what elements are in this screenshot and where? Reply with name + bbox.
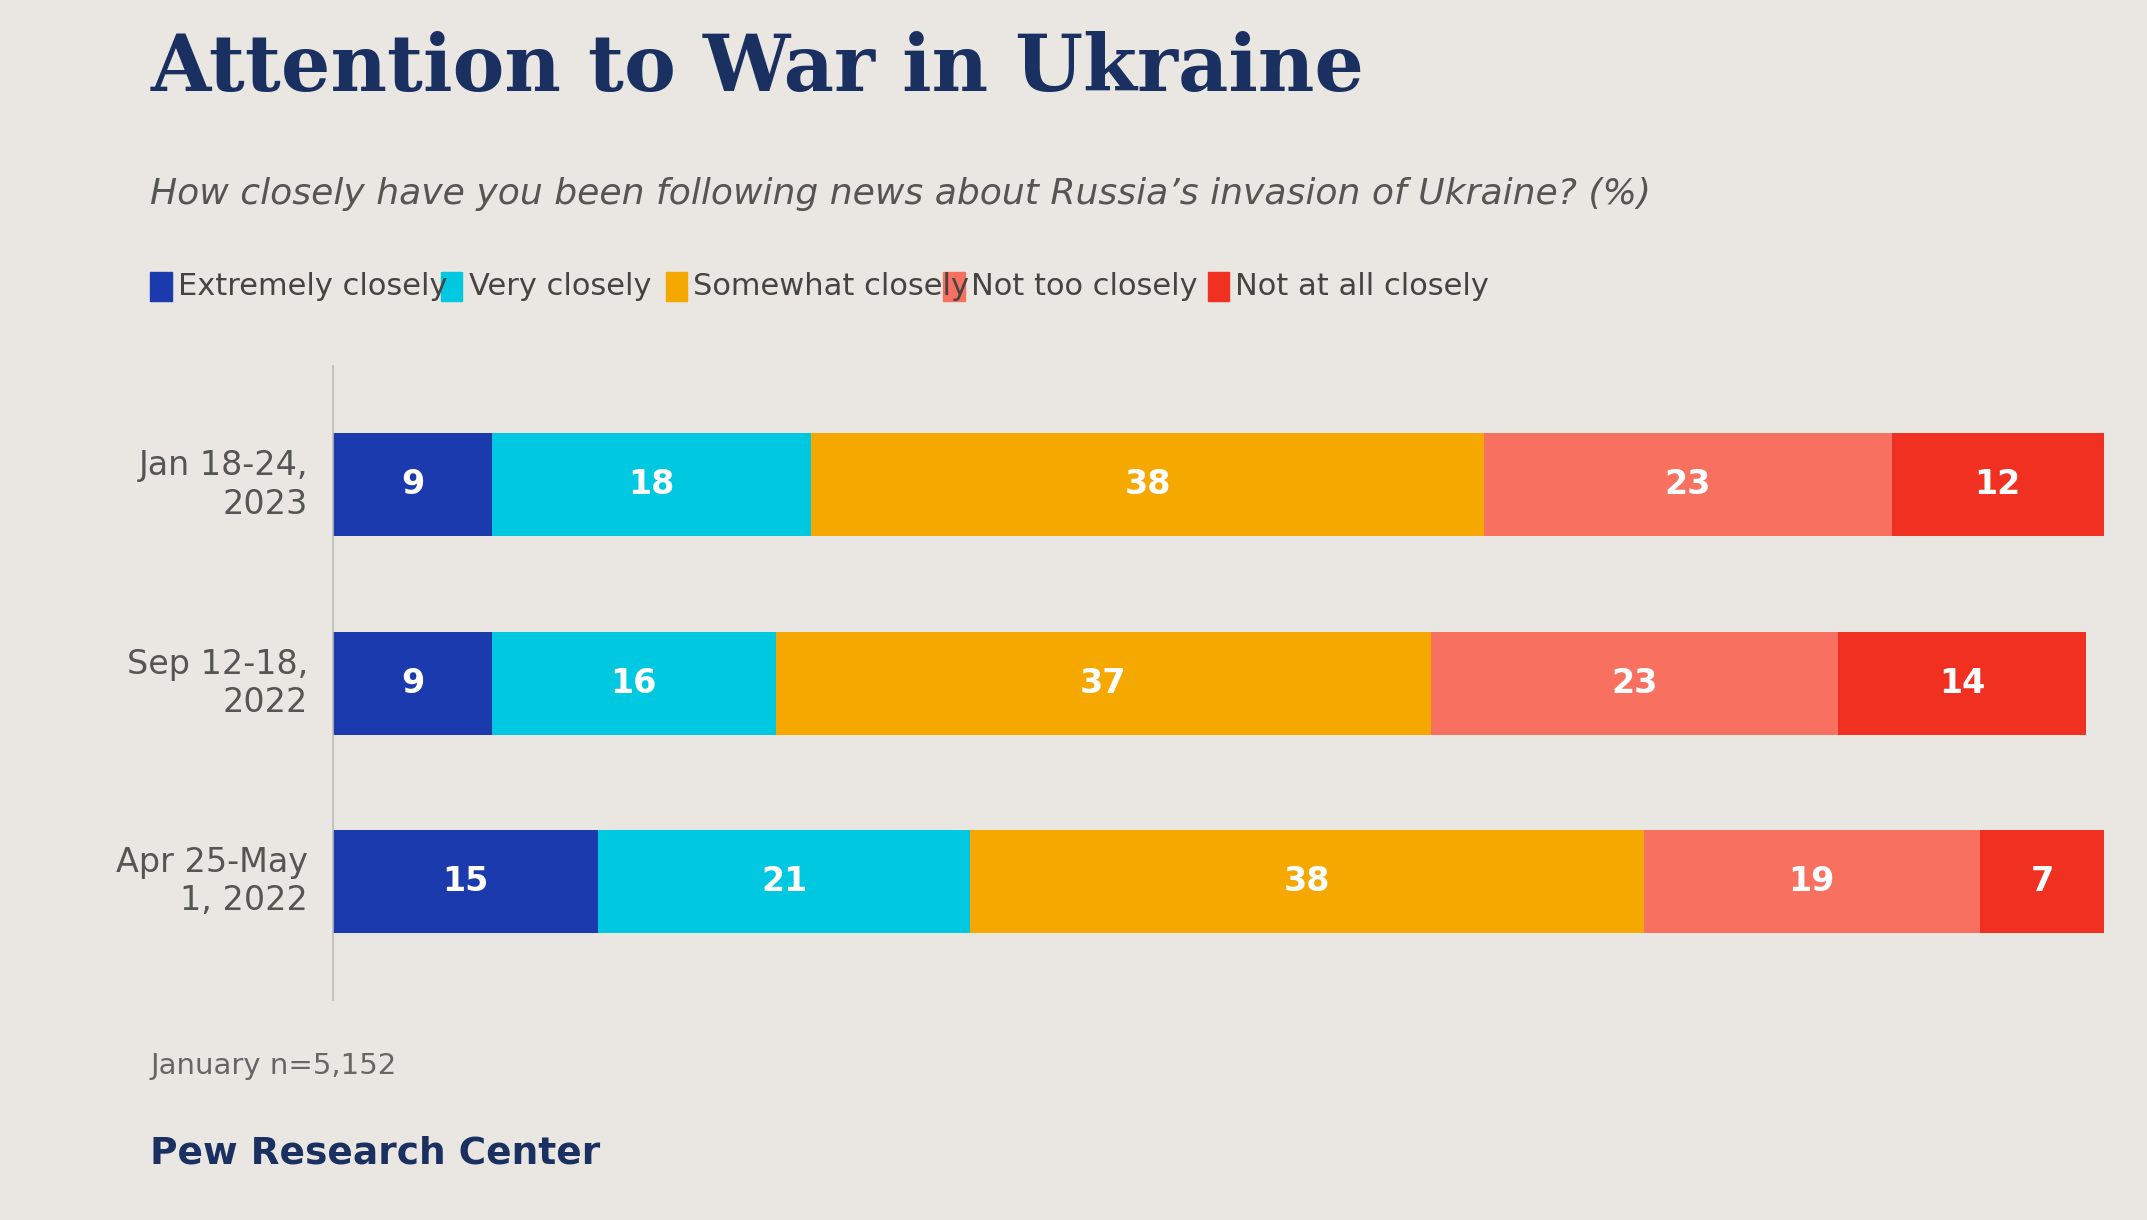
Text: 38: 38: [1284, 865, 1331, 898]
Text: 7: 7: [2031, 865, 2055, 898]
Text: Not at all closely: Not at all closely: [1235, 272, 1490, 301]
Text: 23: 23: [1612, 666, 1657, 700]
Bar: [1484, 433, 1892, 537]
Text: 15: 15: [442, 865, 490, 898]
Text: Not too closely: Not too closely: [970, 272, 1198, 301]
Text: 14: 14: [1939, 666, 1986, 700]
Bar: [1430, 632, 1838, 734]
Text: Extremely closely: Extremely closely: [178, 272, 447, 301]
Text: Somewhat closely: Somewhat closely: [693, 272, 970, 301]
Bar: [492, 632, 775, 734]
Text: 37: 37: [1080, 666, 1127, 700]
Text: 12: 12: [1975, 468, 2020, 501]
Bar: [333, 433, 492, 537]
Text: 9: 9: [401, 666, 425, 700]
Bar: [775, 632, 1430, 734]
Text: 16: 16: [610, 666, 657, 700]
Text: Attention to War in Ukraine: Attention to War in Ukraine: [150, 30, 1363, 106]
Text: 23: 23: [1664, 468, 1711, 501]
Bar: [333, 830, 599, 933]
Text: 19: 19: [1788, 865, 1836, 898]
Bar: [599, 830, 970, 933]
Bar: [1892, 433, 2104, 537]
Text: How closely have you been following news about Russia’s invasion of Ukraine? (%): How closely have you been following news…: [150, 177, 1651, 211]
Text: 9: 9: [401, 468, 425, 501]
Text: 38: 38: [1125, 468, 1170, 501]
Text: 18: 18: [629, 468, 674, 501]
Bar: [333, 632, 492, 734]
Bar: [492, 433, 812, 537]
Bar: [970, 830, 1645, 933]
Bar: [1980, 830, 2104, 933]
Text: January n=5,152: January n=5,152: [150, 1052, 397, 1080]
Bar: [812, 433, 1484, 537]
Bar: [1645, 830, 1980, 933]
Text: Very closely: Very closely: [468, 272, 651, 301]
Bar: [1838, 632, 2087, 734]
Text: Pew Research Center: Pew Research Center: [150, 1135, 601, 1171]
Text: 21: 21: [762, 865, 807, 898]
